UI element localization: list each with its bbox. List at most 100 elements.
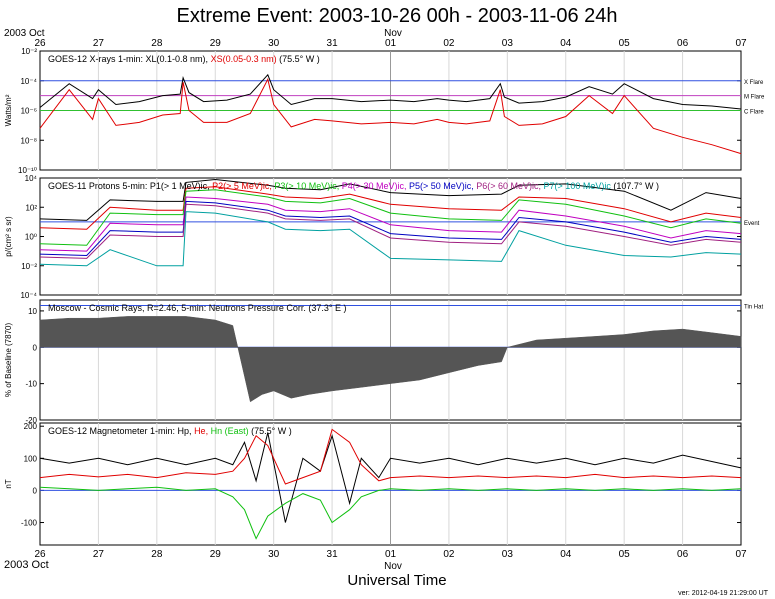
- y-tick-label: 10⁻⁴: [20, 77, 37, 86]
- top-tick-label: 30: [268, 38, 280, 49]
- y-axis-label: % of Baseline (7870): [4, 323, 13, 398]
- panel-title-part: P2(> 5 MeV)ic,: [212, 181, 274, 191]
- threshold-label: Event: [744, 221, 760, 227]
- panel-title-part: GOES-11 Protons 5-min: P1(> 1 MeV)ic,: [48, 181, 212, 191]
- panel-xray: 10⁻² 10⁻⁴ 10⁻⁶ 10⁻⁸ 10⁻¹⁰ X Flare M Flare C Fla…: [4, 47, 765, 175]
- y-tick-label: -100: [21, 519, 38, 528]
- series-line-P5: [39, 200, 742, 257]
- y-tick-label: 0: [33, 343, 38, 352]
- y-tick-label: 10⁻⁸: [21, 136, 38, 145]
- threshold-label: M Flare: [744, 95, 765, 101]
- top-day-ticks: 26 27 28 29 30 31 01 02 03 04 05 06 07: [34, 38, 747, 49]
- series-line-Hn: [39, 486, 742, 540]
- y-tick-label: -20: [25, 416, 37, 425]
- panel-title-part: (75.5° W ): [277, 54, 320, 64]
- series-line-P2: [39, 186, 742, 230]
- bottom-day-ticks: 26 27 28 29 30 31 01 02 03 04 05 06 07: [34, 549, 747, 560]
- panel-protons: 10⁴ 10² 10⁰ 10⁻² 10⁻⁴ Event GOES-11 Protons 5-…: [4, 174, 760, 300]
- top-tick-label: 07: [735, 38, 747, 49]
- top-date-label: 2003 Oct: [4, 28, 45, 39]
- series-line-Hp: [39, 432, 742, 523]
- y-tick-label: 10⁻¹⁰: [18, 166, 37, 175]
- panel-title-part: P5(> 50 MeV)ic,: [409, 181, 476, 191]
- series-line-XS: [39, 77, 742, 155]
- top-month-label: Nov: [384, 28, 402, 39]
- bottom-tick-label: 02: [443, 549, 455, 560]
- series-line-P6: [39, 203, 742, 259]
- top-tick-label: 03: [502, 38, 514, 49]
- panel-title-part: P4(> 30 MeV)ic,: [342, 181, 409, 191]
- y-axis-label: nT: [4, 479, 13, 488]
- top-tick-label: 31: [327, 38, 339, 49]
- panel-title-part: GOES-12 Magnetometer 1-min: Hp,: [48, 426, 194, 436]
- bottom-tick-label: 04: [560, 549, 572, 560]
- bottom-tick-label: 27: [93, 549, 105, 560]
- top-tick-label: 27: [93, 38, 105, 49]
- panel-title: GOES-12 Magnetometer 1-min: Hp, He, Hn (…: [48, 426, 292, 436]
- y-tick-label: 10⁻⁶: [21, 107, 37, 116]
- series-line-P1: [39, 178, 742, 221]
- top-tick-label: 05: [619, 38, 631, 49]
- y-tick-label: 10²: [25, 203, 37, 212]
- panel-title-part: (75.5° W ): [249, 426, 292, 436]
- y-tick-label: 100: [24, 454, 38, 463]
- threshold-label: Tin Hat: [744, 304, 763, 310]
- panel-title-part: (107.7° W ): [611, 181, 659, 191]
- y-tick-label: 0: [33, 486, 38, 495]
- x-axis-label: Universal Time: [347, 572, 446, 589]
- bottom-month-label: Nov: [384, 561, 402, 572]
- y-tick-label: 10⁻²: [21, 262, 37, 271]
- panel-title-part: Hn (East): [211, 426, 249, 436]
- panel-title-part: P7(> 100 MeV)ic: [544, 181, 612, 191]
- panel-title: GOES-11 Protons 5-min: P1(> 1 MeV)ic, P2…: [48, 181, 659, 191]
- panel-title: Moscow - Cosmic Rays, R=2.46, 5-min: Neu…: [48, 303, 346, 313]
- y-tick-label: 10⁴: [25, 174, 38, 183]
- y-tick-label: 10: [28, 307, 37, 316]
- y-axis-label: Watts/m²: [4, 94, 13, 126]
- chart-panels: 10⁻² 10⁻⁴ 10⁻⁶ 10⁻⁸ 10⁻¹⁰ X Flare M Flare C Fla…: [4, 47, 765, 546]
- y-tick-label: 10⁻²: [21, 47, 37, 56]
- bottom-tick-label: 07: [735, 549, 747, 560]
- top-tick-label: 02: [443, 38, 455, 49]
- y-tick-label: -10: [25, 380, 37, 389]
- top-tick-label: 06: [677, 38, 689, 49]
- bottom-tick-label: 06: [677, 549, 689, 560]
- panel-title: GOES-12 X-rays 1-min: XL(0.1-0.8 nm), XS…: [48, 54, 320, 64]
- panel-title-part: Moscow - Cosmic Rays, R=2.46, 5-min: Neu…: [48, 303, 346, 313]
- panel-magnetometer: 200 100 0 -100 GOES-12 Magnetometer 1-min: H…: [4, 422, 742, 546]
- bottom-tick-label: 28: [151, 549, 163, 560]
- version-label: ver: 2012-04-19 21:29:00 UT: [678, 590, 769, 597]
- bottom-tick-label: 01: [385, 549, 397, 560]
- y-tick-label: 10⁰: [25, 233, 37, 242]
- bottom-tick-label: 03: [502, 549, 514, 560]
- y-tick-label: 200: [24, 422, 38, 431]
- top-tick-label: 01: [385, 38, 397, 49]
- top-tick-label: 29: [210, 38, 222, 49]
- series-line-P7: [39, 211, 742, 267]
- bottom-date-label: 2003 Oct: [4, 559, 49, 571]
- threshold-label: C Flare: [744, 110, 764, 116]
- top-tick-label: 28: [151, 38, 163, 49]
- panel-title-part: He,: [194, 426, 211, 436]
- bottom-tick-label: 05: [619, 549, 631, 560]
- bottom-tick-label: 26: [34, 549, 46, 560]
- series-line-P4: [39, 196, 742, 252]
- top-tick-label: 26: [34, 38, 46, 49]
- chart-title: Extreme Event: 2003-10-26 00h - 2003-11-…: [176, 5, 617, 27]
- series-line-P3: [39, 189, 742, 246]
- y-axis-label: p/(cm² s sr): [4, 216, 13, 257]
- panel-title-part: XS(0.05-0.3 nm): [211, 54, 277, 64]
- panel-title-part: GOES-12 X-rays 1-min: XL(0.1-0.8 nm),: [48, 54, 211, 64]
- bottom-tick-label: 30: [268, 549, 280, 560]
- panel-title-part: P6(> 60 MeV)ic,: [476, 181, 543, 191]
- series-line-XL: [39, 73, 742, 110]
- series-line-He: [39, 428, 742, 485]
- panel-title-part: P3(> 10 MeV)ic,: [274, 181, 341, 191]
- panel-cosmic: 10 0 -10 -20 Tin Hat Moscow - Cosmic Rays, R=…: [4, 299, 763, 425]
- y-tick-label: 10⁻⁴: [20, 291, 37, 300]
- top-tick-label: 04: [560, 38, 572, 49]
- series-area-Neutrons: [39, 316, 742, 403]
- threshold-label: X Flare: [744, 80, 764, 86]
- bottom-tick-label: 31: [327, 549, 339, 560]
